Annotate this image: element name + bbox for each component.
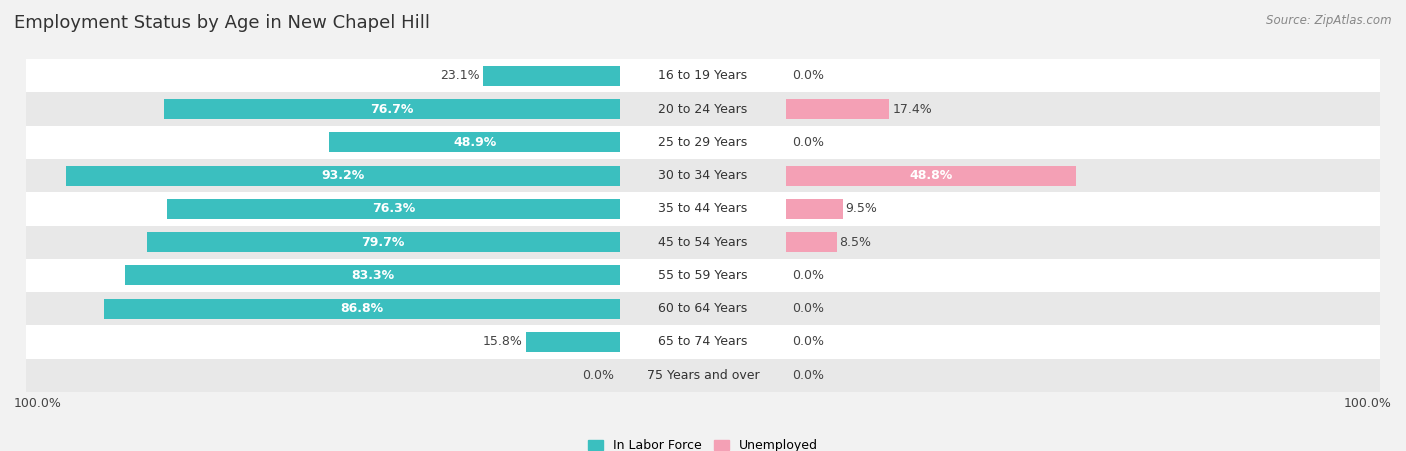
Bar bbox=[25, 159, 1381, 192]
Text: 79.7%: 79.7% bbox=[361, 235, 405, 249]
Text: 100.0%: 100.0% bbox=[14, 397, 62, 410]
Bar bbox=[25, 192, 1381, 226]
Text: 55 to 59 Years: 55 to 59 Years bbox=[658, 269, 748, 282]
Bar bbox=[786, 199, 842, 219]
Text: 83.3%: 83.3% bbox=[352, 269, 394, 282]
Bar bbox=[329, 132, 620, 152]
Text: 30 to 34 Years: 30 to 34 Years bbox=[658, 169, 748, 182]
Text: 45 to 54 Years: 45 to 54 Years bbox=[658, 235, 748, 249]
Text: 15.8%: 15.8% bbox=[484, 336, 523, 349]
Text: 16 to 19 Years: 16 to 19 Years bbox=[658, 69, 748, 82]
Bar bbox=[25, 259, 1381, 292]
Bar bbox=[25, 359, 1381, 392]
Text: Source: ZipAtlas.com: Source: ZipAtlas.com bbox=[1267, 14, 1392, 27]
Text: 60 to 64 Years: 60 to 64 Years bbox=[658, 302, 748, 315]
Bar bbox=[786, 99, 890, 119]
Bar bbox=[104, 299, 620, 319]
Bar bbox=[526, 332, 620, 352]
Bar bbox=[25, 292, 1381, 325]
Text: 25 to 29 Years: 25 to 29 Years bbox=[658, 136, 748, 149]
Text: Employment Status by Age in New Chapel Hill: Employment Status by Age in New Chapel H… bbox=[14, 14, 430, 32]
Text: 9.5%: 9.5% bbox=[845, 202, 877, 216]
Text: 0.0%: 0.0% bbox=[792, 336, 824, 349]
Bar bbox=[25, 92, 1381, 126]
Text: 20 to 24 Years: 20 to 24 Years bbox=[658, 102, 748, 115]
Text: 75 Years and over: 75 Years and over bbox=[647, 369, 759, 382]
Legend: In Labor Force, Unemployed: In Labor Force, Unemployed bbox=[588, 439, 818, 451]
Bar bbox=[167, 199, 620, 219]
Text: 86.8%: 86.8% bbox=[340, 302, 384, 315]
Text: 76.7%: 76.7% bbox=[370, 102, 413, 115]
Bar bbox=[25, 59, 1381, 92]
Text: 0.0%: 0.0% bbox=[792, 302, 824, 315]
Text: 17.4%: 17.4% bbox=[893, 102, 932, 115]
Text: 8.5%: 8.5% bbox=[839, 235, 872, 249]
Bar bbox=[482, 66, 620, 86]
Bar bbox=[786, 232, 837, 252]
Text: 48.8%: 48.8% bbox=[910, 169, 953, 182]
Text: 0.0%: 0.0% bbox=[792, 369, 824, 382]
Text: 23.1%: 23.1% bbox=[440, 69, 479, 82]
Text: 35 to 44 Years: 35 to 44 Years bbox=[658, 202, 748, 216]
Bar bbox=[25, 325, 1381, 359]
Text: 76.3%: 76.3% bbox=[371, 202, 415, 216]
Text: 100.0%: 100.0% bbox=[1344, 397, 1392, 410]
Bar bbox=[25, 126, 1381, 159]
Text: 48.9%: 48.9% bbox=[453, 136, 496, 149]
Bar bbox=[125, 266, 620, 285]
Text: 93.2%: 93.2% bbox=[322, 169, 364, 182]
Bar bbox=[165, 99, 620, 119]
Text: 0.0%: 0.0% bbox=[792, 269, 824, 282]
Bar bbox=[66, 166, 620, 185]
Text: 65 to 74 Years: 65 to 74 Years bbox=[658, 336, 748, 349]
Bar bbox=[25, 226, 1381, 259]
Text: 0.0%: 0.0% bbox=[792, 69, 824, 82]
Bar bbox=[786, 166, 1076, 185]
Text: 0.0%: 0.0% bbox=[792, 136, 824, 149]
Text: 0.0%: 0.0% bbox=[582, 369, 614, 382]
Bar bbox=[146, 232, 620, 252]
